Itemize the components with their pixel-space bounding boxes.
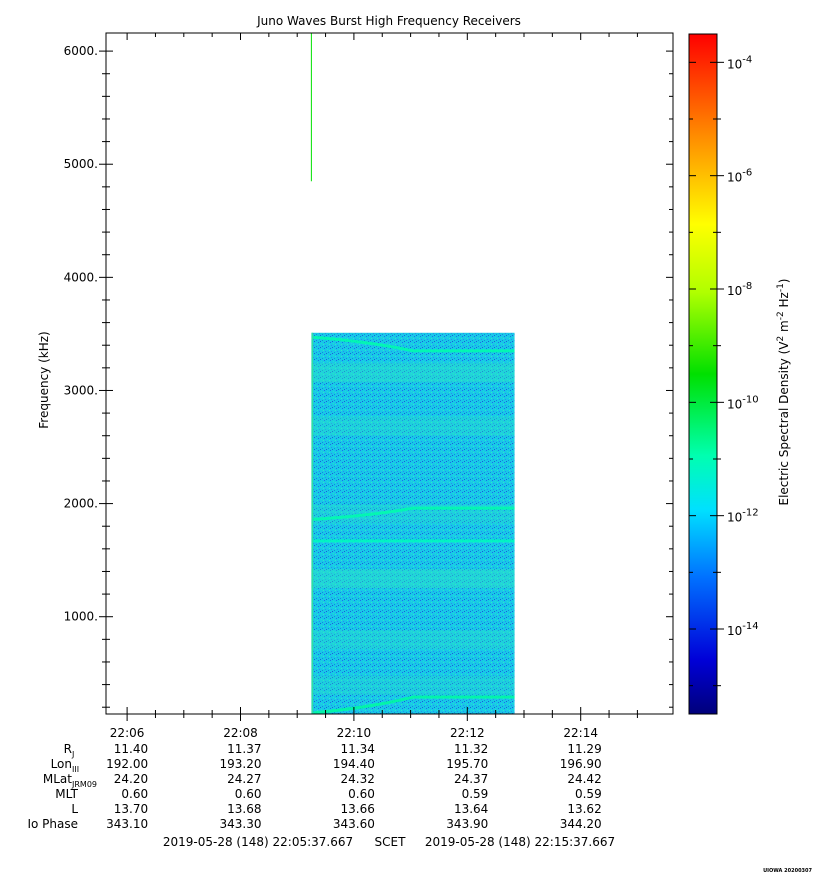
ephemeris-value: 344.20: [560, 817, 602, 831]
ephemeris-value: 195.70: [446, 757, 488, 771]
ephemeris-value: 24.32: [341, 772, 375, 786]
ephemeris-table: R J 11.40 11.37 11.34 11.32 11.29 Lon III 192.00 1…: [27, 742, 601, 831]
spectrogram-data-block: [311, 332, 515, 714]
ephemeris-value: 13.66: [341, 802, 375, 816]
x-tick-label: 22:10: [337, 726, 372, 740]
emission-band: [313, 335, 515, 353]
ephemeris-value: 24.37: [454, 772, 488, 786]
ephemeris-value: 194.40: [333, 757, 375, 771]
ephemeris-value: 0.60: [348, 787, 375, 801]
ephemeris-label: MLT: [55, 787, 78, 801]
version-stamp: UIOWA 20200307: [763, 868, 812, 874]
ephemeris-value: 24.42: [567, 772, 601, 786]
y-tick-label: 2000.: [64, 497, 98, 511]
y-tick-label: 1000.: [64, 610, 98, 624]
intensity-striation: [311, 363, 515, 383]
ephemeris-value: 11.29: [567, 742, 601, 756]
plot-frame: [105, 32, 674, 715]
ephemeris-label-subscript: J: [71, 750, 74, 759]
ephemeris-value: 343.60: [333, 817, 375, 831]
colorbar-tick-label: 10-12: [727, 508, 759, 525]
plot-area: [310, 33, 515, 715]
ephemeris-value: 343.10: [106, 817, 148, 831]
ephemeris-value: 343.30: [220, 817, 262, 831]
ephemeris-value: 0.59: [462, 787, 489, 801]
x-tick-label: 22:12: [450, 726, 485, 740]
intensity-striation: [311, 630, 515, 650]
ephemeris-value: 24.27: [227, 772, 261, 786]
ephemeris-value: 0.60: [235, 787, 262, 801]
ephemeris-value: 196.90: [560, 757, 602, 771]
ephemeris-value: 11.40: [114, 742, 148, 756]
colorbar-tick-label: 10-10: [727, 394, 759, 411]
emission-band: [313, 506, 515, 521]
ephemeris-value: 193.20: [220, 757, 262, 771]
intensity-striation: [311, 416, 515, 436]
chart-title: Juno Waves Burst High Frequency Receiver…: [256, 14, 521, 28]
ephemeris-label: MLat: [43, 772, 72, 786]
x-tick-label: 22:14: [563, 726, 598, 740]
ephemeris-label: R: [64, 742, 72, 756]
colorbar-tick-label: 10-8: [727, 281, 752, 298]
ephemeris-value: 11.37: [227, 742, 261, 756]
ephemeris-value: 13.62: [567, 802, 601, 816]
ephemeris-value: 0.59: [575, 787, 602, 801]
y-tick-label: 6000.: [64, 44, 98, 58]
colorbar-label: Electric Spectral Density (V2 m-2 Hz-1): [776, 278, 791, 505]
colorbar-axis: 10-14 10-12 10-10 10-8 10-6 10-4: [689, 54, 759, 687]
colorbar-tick-label: 10-4: [727, 54, 752, 71]
ephemeris-value: 11.34: [341, 742, 375, 756]
y-axis-label: Frequency (kHz): [37, 331, 51, 428]
x-axis: 22:06 22:08 22:10 22:12 22:14: [110, 33, 638, 740]
intensity-striation: [311, 675, 515, 695]
x-tick-label: 22:06: [110, 726, 145, 740]
ephemeris-label: Io Phase: [27, 817, 78, 831]
colorbar-tick-label: 10-14: [727, 621, 759, 638]
ephemeris-value: 13.70: [114, 802, 148, 816]
colorbar-tick-label: 10-6: [727, 168, 752, 185]
footer-end-time: 2019-05-28 (148) 22:15:37.667: [425, 835, 615, 849]
ephemeris-value: 13.64: [454, 802, 488, 816]
ephemeris-value: 24.20: [114, 772, 148, 786]
y-tick-label: 3000.: [64, 383, 98, 397]
y-axis: 1000. 2000. 3000. 4000. 5000. 6000.: [64, 44, 673, 708]
emission-band: [313, 695, 515, 715]
y-tick-label: 4000.: [64, 270, 98, 284]
ephemeris-value: 0.60: [121, 787, 148, 801]
footer-start-time: 2019-05-28 (148) 22:05:37.667: [163, 835, 353, 849]
ephemeris-value: 13.68: [227, 802, 261, 816]
y-tick-label: 5000.: [64, 157, 98, 171]
footer-scet-label: SCET: [375, 835, 407, 849]
ephemeris-label-subscript: JRM09: [71, 780, 97, 789]
ephemeris-value: 343.90: [446, 817, 488, 831]
colorbar: [688, 33, 718, 715]
ephemeris-label: L: [71, 802, 78, 816]
ephemeris-value: 11.32: [454, 742, 488, 756]
ephemeris-value: 192.00: [106, 757, 148, 771]
ephemeris-label: Lon: [51, 757, 72, 771]
ephemeris-label-subscript: III: [72, 765, 79, 774]
intensity-striation: [311, 569, 515, 589]
x-tick-label: 22:08: [223, 726, 258, 740]
